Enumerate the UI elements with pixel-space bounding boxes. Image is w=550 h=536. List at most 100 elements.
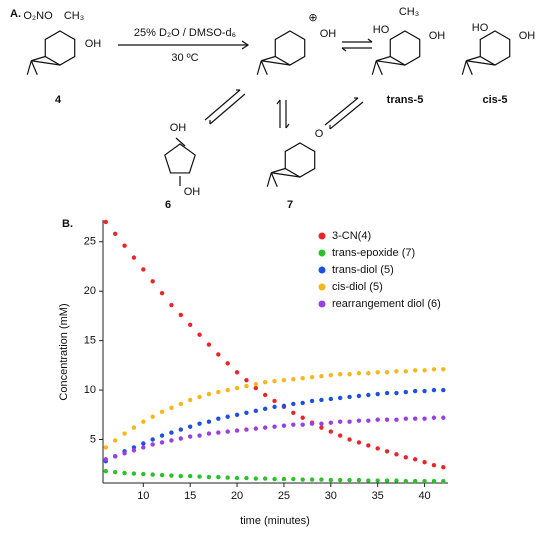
- atom-label: OH: [184, 186, 201, 198]
- atom-label: CH₃: [399, 6, 419, 18]
- data-point: [112, 454, 118, 459]
- data-point: [319, 477, 324, 482]
- data-point: [187, 322, 193, 328]
- x-tick-label: 15: [184, 490, 196, 502]
- data-point: [309, 421, 315, 426]
- data-point: [319, 374, 324, 379]
- data-point: [141, 267, 146, 272]
- data-point: [206, 431, 212, 436]
- data-point: [225, 361, 230, 366]
- data-point: [197, 332, 202, 337]
- x-tick-label: 40: [418, 490, 430, 502]
- data-point: [150, 414, 155, 419]
- x-tick-label: 30: [325, 490, 337, 502]
- data-point: [300, 415, 305, 420]
- data-point: [262, 392, 268, 398]
- data-point: [187, 397, 193, 403]
- data-point: [309, 477, 315, 482]
- data-point: [178, 427, 184, 432]
- data-point: [206, 419, 212, 424]
- data-point: [347, 419, 352, 424]
- data-point: [234, 428, 240, 433]
- data-point: [291, 401, 296, 407]
- data-point: [319, 425, 324, 430]
- data-point: [272, 424, 277, 429]
- data-point: [103, 468, 109, 474]
- data-point: [150, 279, 155, 284]
- data-point: [206, 474, 212, 480]
- compound-label: cis-5: [482, 94, 507, 106]
- data-point: [403, 369, 409, 374]
- data-point: [366, 371, 371, 376]
- bond: [260, 60, 268, 75]
- data-point: [441, 464, 446, 470]
- data-point: [178, 312, 184, 318]
- ring: [284, 142, 316, 178]
- data-point: [431, 415, 437, 420]
- data-point: [384, 478, 390, 483]
- ring: [274, 30, 306, 66]
- data-point: [159, 472, 165, 478]
- conditions: 25% D₂O / DMSO-d₆: [134, 27, 236, 39]
- data-point: [337, 419, 343, 424]
- data-point: [431, 367, 437, 372]
- compound-label: 7: [287, 199, 293, 211]
- data-point: [262, 406, 268, 412]
- compound-label: 6: [165, 199, 171, 211]
- bond: [31, 60, 61, 66]
- data-point: [422, 478, 427, 484]
- data-point: [375, 391, 380, 397]
- atom-label: OH: [519, 30, 536, 42]
- data-point: [394, 417, 399, 422]
- bond: [266, 172, 272, 187]
- data-point: [206, 391, 212, 397]
- data-point: [347, 437, 352, 442]
- data-point: [187, 424, 193, 429]
- data-point: [337, 477, 343, 483]
- data-point: [141, 441, 146, 446]
- data-point: [375, 446, 380, 451]
- data-point: [216, 389, 221, 395]
- data-point: [253, 381, 259, 387]
- data-point: [328, 420, 334, 425]
- data-point: [412, 416, 418, 421]
- bond: [466, 60, 496, 66]
- data-point: [197, 433, 202, 438]
- data-point: [403, 478, 409, 484]
- data-point: [412, 478, 418, 484]
- data-point: [281, 377, 287, 383]
- data-point: [337, 395, 343, 401]
- data-point: [253, 408, 259, 414]
- data-point: [328, 373, 334, 378]
- atom-label: CH₃: [64, 10, 84, 22]
- data-point: [412, 388, 418, 394]
- ring: [479, 30, 511, 66]
- atom-label: HO: [373, 24, 390, 36]
- data-point: [253, 426, 259, 431]
- bond: [256, 60, 262, 75]
- panel-label: B.: [62, 218, 73, 230]
- data-point: [103, 219, 109, 225]
- data-point: [356, 477, 362, 483]
- bond: [175, 137, 186, 147]
- data-point: [347, 394, 352, 400]
- data-point: [141, 419, 146, 424]
- data-point: [234, 475, 240, 481]
- data-point: [216, 352, 221, 357]
- data-point: [169, 430, 174, 435]
- data-point: [394, 452, 399, 457]
- x-tick-label: 10: [137, 490, 149, 502]
- data-point: [272, 404, 277, 410]
- data-point: [244, 383, 249, 389]
- data-point: [412, 457, 418, 462]
- data-point: [394, 390, 399, 396]
- data-point: [206, 342, 212, 347]
- data-point: [131, 425, 137, 430]
- legend-label: trans-diol (5): [332, 264, 394, 276]
- data-point: [291, 422, 296, 427]
- data-point: [103, 457, 109, 462]
- bond: [375, 60, 383, 75]
- atom-label: ⊕: [308, 12, 317, 24]
- data-point: [375, 370, 380, 375]
- atom-label: O: [315, 128, 324, 140]
